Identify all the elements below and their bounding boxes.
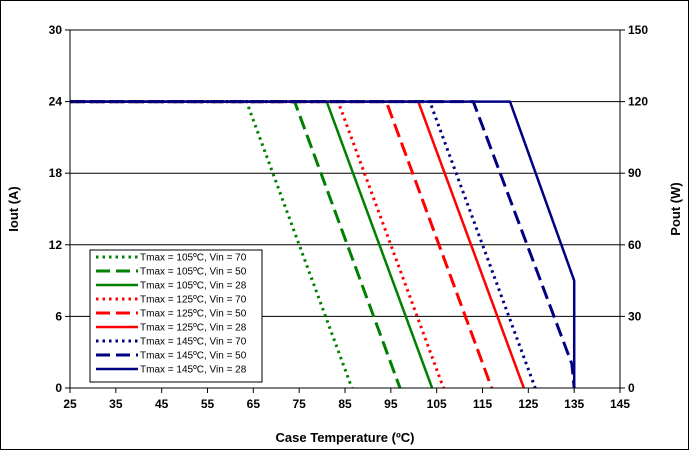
y2-tick-label: 150: [628, 23, 648, 37]
y2-tick-label: 60: [628, 238, 642, 252]
y2-tick-label: 120: [628, 95, 648, 109]
y2-tick-label: 0: [628, 381, 635, 395]
legend-label: Tmax = 145ºC, Vin = 28: [140, 365, 247, 376]
y-tick-label: 0: [55, 381, 62, 395]
x-tick-label: 135: [564, 397, 584, 411]
x-tick-label: 25: [63, 397, 77, 411]
x-tick-label: 45: [155, 397, 169, 411]
x-tick-label: 35: [109, 397, 123, 411]
x-tick-label: 105: [427, 397, 447, 411]
legend-label: Tmax = 105ºC, Vin = 50: [140, 267, 247, 278]
y-tick-label: 12: [49, 238, 63, 252]
series-line: [70, 100, 576, 388]
x-tick-label: 55: [201, 397, 215, 411]
x-tick-label: 65: [247, 397, 261, 411]
tick-layer: 0 6 12 18 24 30 0 30 60 90 120 150 25 35 45 55 65 75 85 95 1…: [49, 23, 649, 411]
legend-label: Tmax = 125ºC, Vin = 50: [140, 309, 247, 320]
x-tick-label: 85: [338, 397, 352, 411]
legend-label: Tmax = 125ºC, Vin = 28: [140, 323, 247, 334]
series-layer: [70, 100, 576, 389]
legend-label: Tmax = 105ºC, Vin = 70: [140, 253, 247, 264]
x-tick-label: 75: [292, 397, 306, 411]
legend-label: Tmax = 105ºC, Vin = 28: [140, 281, 247, 292]
y-tick-label: 24: [49, 95, 63, 109]
y2-tick-label: 90: [628, 166, 642, 180]
y-axis-title: Iout (A): [6, 186, 21, 231]
legend-label: Tmax = 145ºC, Vin = 70: [140, 337, 247, 348]
x-tick-label: 95: [384, 397, 398, 411]
y-tick-label: 6: [55, 309, 62, 323]
y2-tick-label: 30: [628, 309, 642, 323]
x-tick-label: 125: [518, 397, 538, 411]
x-axis-title: Case Temperature (ºC): [276, 430, 415, 445]
y-tick-label: 30: [49, 23, 63, 37]
legend: Tmax = 105ºC, Vin = 70 Tmax = 105ºC, Vin …: [89, 249, 263, 383]
y-tick-label: 18: [49, 166, 63, 180]
x-tick-label: 115: [473, 397, 493, 411]
x-tick-label: 145: [610, 397, 630, 411]
y2-axis-title: Pout (W): [668, 182, 683, 235]
legend-label: Tmax = 145ºC, Vin = 50: [140, 351, 247, 362]
legend-label: Tmax = 125ºC, Vin = 70: [140, 295, 247, 306]
